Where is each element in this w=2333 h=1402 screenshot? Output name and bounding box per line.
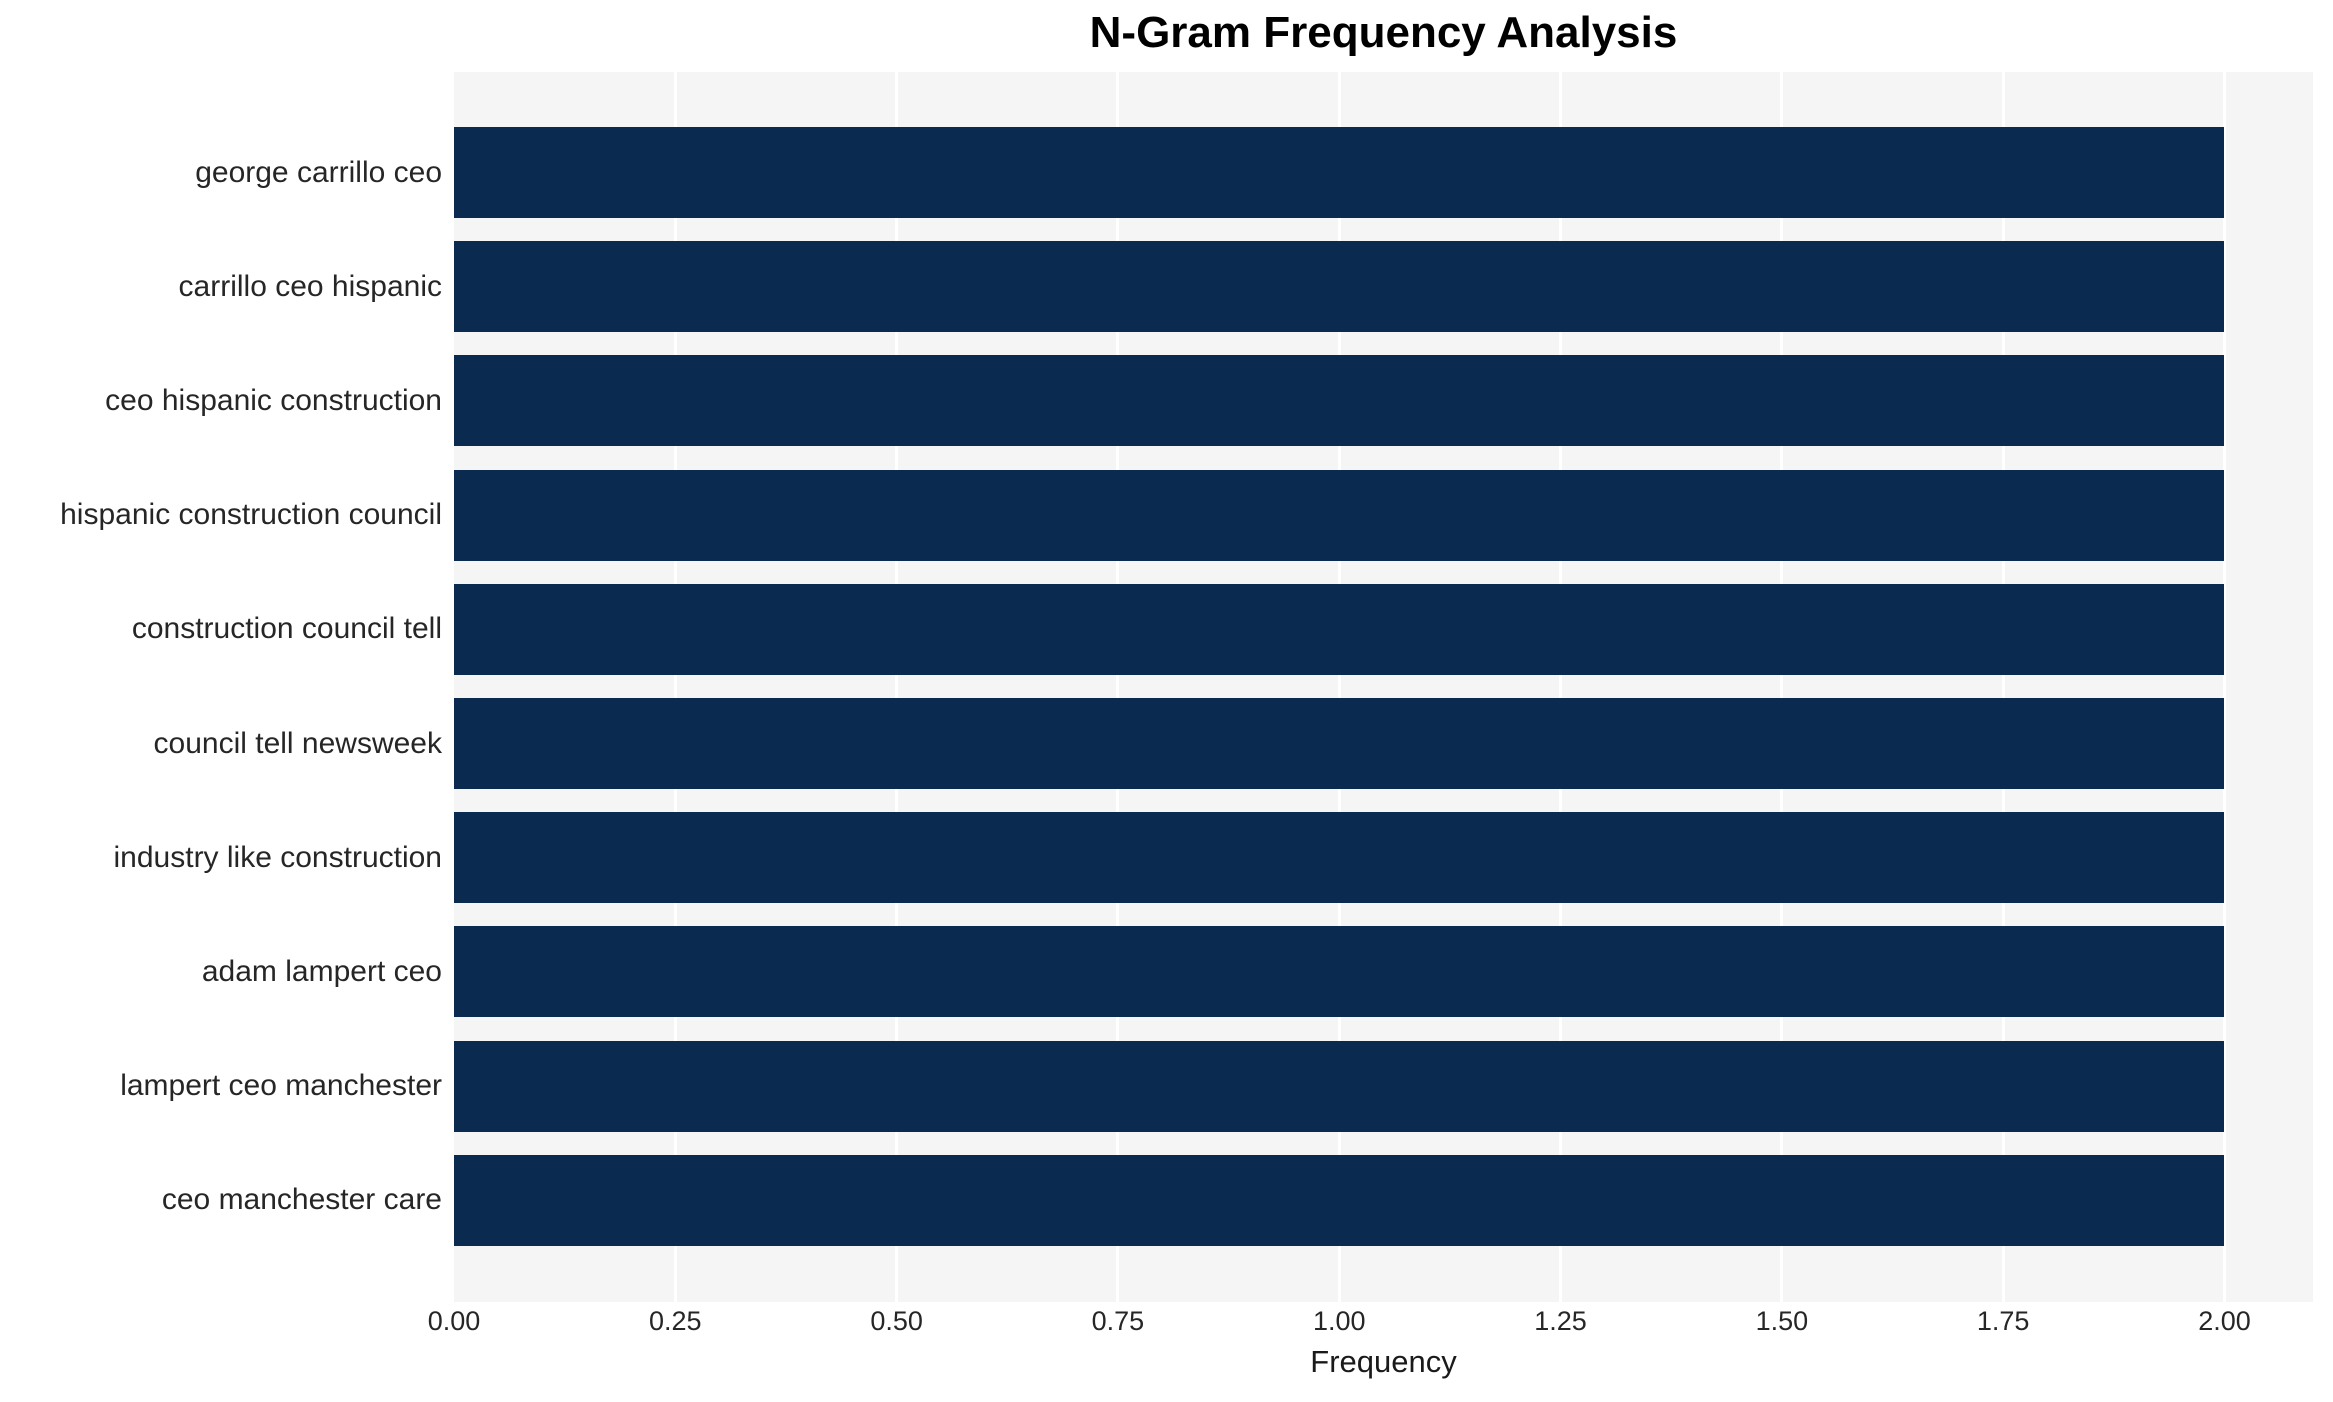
gridline bbox=[2222, 72, 2226, 1302]
x-axis-label: Frequency bbox=[1310, 1344, 1457, 1379]
gridline bbox=[1780, 72, 1784, 1302]
gridline bbox=[1337, 72, 1341, 1302]
bar-carrillo-ceo-hispanic bbox=[454, 241, 2225, 333]
y-tick-label: carrillo ceo hispanic bbox=[178, 269, 442, 303]
bar-ceo-hispanic-construction bbox=[454, 355, 2225, 447]
bar-ceo-manchester-care bbox=[454, 1154, 2225, 1246]
y-tick-label: ceo hispanic construction bbox=[105, 383, 442, 417]
gridline bbox=[1116, 72, 1120, 1302]
x-tick-label: 1.75 bbox=[1976, 1306, 2030, 1336]
y-tick-label: council tell newsweek bbox=[153, 726, 442, 760]
x-tick-label: 1.50 bbox=[1755, 1306, 1809, 1336]
gridline bbox=[2001, 72, 2005, 1302]
x-tick-label: 0.50 bbox=[870, 1306, 923, 1336]
x-tick-label: 0.00 bbox=[427, 1306, 481, 1336]
y-tick-label: george carrillo ceo bbox=[195, 155, 442, 189]
x-tick-label: 1.25 bbox=[1534, 1306, 1587, 1336]
y-tick-label: ceo manchester care bbox=[161, 1183, 442, 1217]
y-tick-label: hispanic construction council bbox=[60, 498, 442, 532]
bar-council-tell-newsweek bbox=[454, 698, 2225, 789]
y-tick-label: industry like construction bbox=[113, 840, 442, 874]
gridline bbox=[1559, 72, 1563, 1302]
y-tick-label: lampert ceo manchester bbox=[120, 1069, 442, 1103]
plot-area bbox=[454, 72, 2313, 1302]
bar-industry-like-construction bbox=[454, 812, 2225, 904]
x-tick-label: 2.00 bbox=[2198, 1306, 2251, 1336]
bar-construction-council-tell bbox=[454, 583, 2225, 675]
x-tick-label: 0.75 bbox=[1091, 1306, 1145, 1336]
bar-george-carrillo-ceo bbox=[454, 127, 2225, 218]
bar-hispanic-construction-council bbox=[454, 469, 2225, 561]
bar-adam-lampert-ceo bbox=[454, 926, 2225, 1018]
gridline bbox=[895, 72, 899, 1302]
chart-title: N-Gram Frequency Analysis bbox=[1089, 8, 1678, 57]
bar-lampert-ceo-manchester bbox=[454, 1040, 2225, 1132]
gridline bbox=[673, 72, 677, 1302]
x-tick-label: 1.00 bbox=[1312, 1306, 1366, 1336]
x-tick-label: 0.25 bbox=[649, 1306, 702, 1336]
y-tick-label: adam lampert ceo bbox=[201, 954, 442, 988]
y-tick-label: construction council tell bbox=[131, 612, 442, 646]
